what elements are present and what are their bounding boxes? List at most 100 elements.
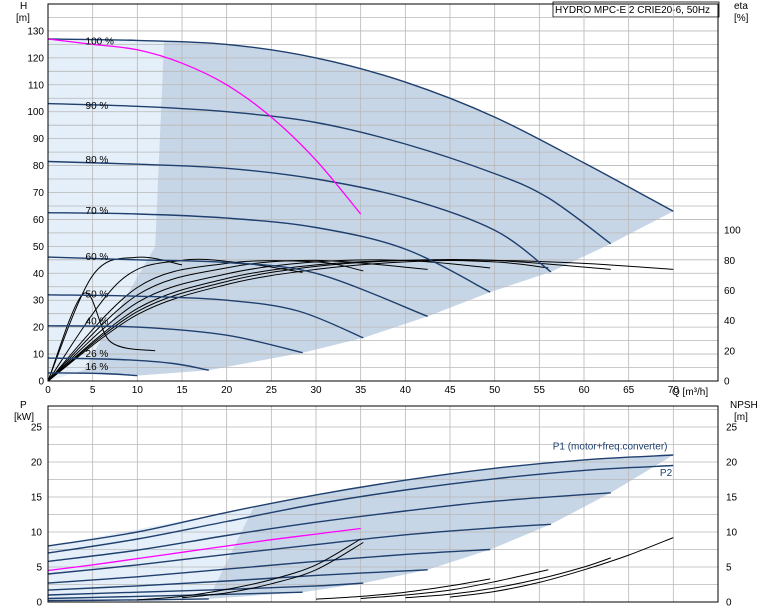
- x-tick-label: 35: [355, 385, 367, 396]
- npsh-tick-label: 15: [726, 493, 738, 504]
- h-tick-label: 30: [33, 296, 45, 307]
- x-tick-label: 60: [578, 385, 590, 396]
- eta-tick-label: 60: [724, 286, 736, 297]
- x-tick-label: 40: [400, 385, 412, 396]
- efficiency-curve-100: [47, 259, 674, 382]
- p-axis-label: P: [20, 400, 27, 411]
- p-axis-unit: [kW]: [14, 412, 34, 423]
- npsh-tick-label: 5: [726, 563, 732, 574]
- power-curve-P1-40: [47, 591, 303, 600]
- speed-label: 70 %: [86, 206, 109, 217]
- speed-label: 50 %: [86, 290, 109, 301]
- p-tick-label: 10: [31, 528, 43, 539]
- npsh-curve-50: [181, 542, 364, 599]
- efficiency-curve-80: [47, 259, 549, 382]
- head-curve-60: [47, 256, 428, 318]
- h-tick-label: 110: [28, 80, 44, 91]
- power-curve-P2-100: [47, 464, 674, 554]
- eta-axis-label: eta: [734, 1, 748, 12]
- head-curve-90: [47, 102, 612, 245]
- power-curve-P1-90: [47, 492, 611, 563]
- h-tick-label: 100: [27, 107, 44, 118]
- h-tick-label: 90: [33, 134, 45, 145]
- x-tick-label: 30: [310, 385, 322, 396]
- npsh-tick-label: 10: [726, 528, 738, 539]
- efficiency-curve-90: [47, 258, 611, 382]
- h-tick-label: 50: [33, 242, 45, 253]
- h-tick-label: 60: [33, 215, 45, 226]
- speed-label: 60 %: [86, 252, 109, 263]
- npsh-curve-100: [449, 537, 674, 598]
- h-tick-label: 130: [27, 26, 44, 37]
- power-curve-P1-100: [47, 454, 674, 547]
- operating-power-curve: [47, 527, 361, 572]
- p-tick-label: 20: [31, 458, 43, 469]
- power-curve-P1-26: [47, 598, 209, 602]
- speed-label: 26 %: [86, 349, 109, 360]
- x-tick-label: 65: [623, 385, 635, 396]
- power-curve-P1-80: [47, 523, 551, 575]
- chart-title-box: HYDRO MPC-E 2 CRIE20-6, 50Hz: [552, 1, 720, 18]
- h-tick-label: 0: [38, 377, 44, 388]
- head-efficiency-plot: 0 5 10 15 20 25 30 35 40 45 50 55 60 65 70 0 10 20 30 40 50 6…: [27, 3, 741, 396]
- speed-label: 80 %: [86, 155, 109, 166]
- efficiency-curve-26: [47, 256, 183, 382]
- head-curve-50: [47, 294, 364, 339]
- speed-label: 40 %: [86, 316, 109, 327]
- power-npsh-plot: 0 5 10 15 20 25 0 5 10 15 20 25 P1 (motor+freq.conve…: [31, 405, 738, 609]
- x-tick-label: 10: [132, 385, 144, 396]
- x-tick-label: 5: [90, 385, 96, 396]
- p-tick-label: 15: [31, 493, 43, 504]
- efficiency-curve-16: [47, 292, 156, 382]
- head-curve-100: [47, 38, 674, 212]
- chart-title: HYDRO MPC-E 2 CRIE20-6, 50Hz: [555, 5, 710, 16]
- speed-label: 90 %: [86, 101, 109, 112]
- operating-head-curve: [47, 38, 362, 215]
- q-axis-label: Q [m³/h]: [672, 387, 708, 398]
- x-tick-label: 50: [489, 385, 501, 396]
- h-tick-label: 10: [33, 350, 45, 361]
- p-tick-label: 5: [36, 563, 42, 574]
- npsh-axis-label: NPSH: [730, 400, 758, 411]
- x-tick-label: 20: [221, 385, 233, 396]
- npsh-operating-curve: [137, 538, 361, 601]
- eta-tick-label: 0: [724, 377, 730, 388]
- eta-axis-unit: [%]: [734, 13, 749, 24]
- power-series-label: P2: [660, 468, 673, 479]
- eta-tick-label: 100: [724, 226, 741, 237]
- npsh-curve-90: [405, 557, 611, 599]
- x-tick-label: 45: [444, 385, 456, 396]
- h-tick-label: 120: [27, 53, 44, 64]
- x-tick-label: 0: [45, 385, 51, 396]
- npsh-tick-label: 25: [726, 423, 738, 434]
- h-axis-label: H: [20, 1, 27, 12]
- eta-tick-label: 40: [724, 316, 736, 327]
- power-curve-P1-60: [47, 569, 428, 591]
- head-curve-80: [47, 160, 552, 273]
- x-tick-label: 15: [176, 385, 188, 396]
- h-axis-unit: [m]: [16, 13, 30, 24]
- power-low-flow-region: [48, 507, 254, 601]
- npsh-tick-label: 0: [726, 598, 732, 609]
- npsh-tick-label: 20: [726, 458, 738, 469]
- lower-plot-frame: [47, 405, 719, 603]
- p-tick-label: 0: [36, 598, 42, 609]
- h-tick-label: 40: [33, 269, 45, 280]
- npsh-curve-70: [315, 578, 491, 600]
- p-tick-label: 25: [31, 423, 43, 434]
- head-curve-70: [47, 212, 491, 293]
- upper-plot-frame: [47, 3, 719, 382]
- eta-tick-label: 80: [724, 256, 736, 267]
- head-curve-16: [47, 372, 138, 377]
- head-curve-26: [47, 357, 209, 371]
- npsh-curve-80: [360, 569, 549, 599]
- power-curve-P1-70: [47, 548, 491, 584]
- h-tick-label: 20: [33, 323, 45, 334]
- npsh-axis-unit: [m]: [734, 412, 748, 423]
- h-tick-label: 80: [33, 161, 45, 172]
- head-curve-40: [47, 325, 303, 354]
- speed-label: 100 %: [86, 36, 114, 47]
- x-tick-label: 55: [534, 385, 546, 396]
